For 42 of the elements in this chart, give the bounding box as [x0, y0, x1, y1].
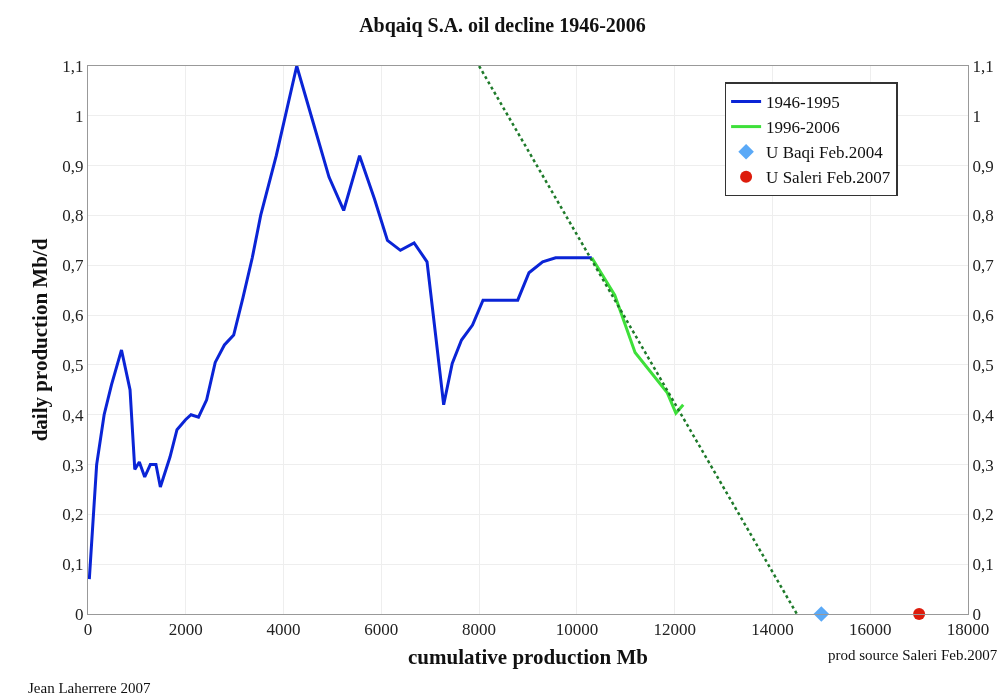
y-tick-label: 0,8: [62, 206, 84, 226]
y2-tick-label: 1: [972, 106, 981, 126]
y2-tick-label: 0,9: [972, 156, 994, 176]
y2-tick-label: 0,3: [972, 455, 994, 475]
x-axis-title: cumulative production Mb: [408, 644, 648, 669]
y-tick-label: 1: [75, 106, 84, 126]
chart-title: Abqaiq S.A. oil decline 1946-2006: [359, 13, 646, 37]
y-tick-label: 0,6: [62, 306, 84, 326]
y2-tick-label: 0,2: [972, 505, 994, 525]
y2-tick-label: 1,1: [972, 56, 994, 76]
y2-tick-label: 0,7: [972, 256, 995, 276]
legend-label: 1996-2006: [766, 118, 840, 138]
x-tick-label: 4000: [266, 620, 301, 640]
line-series: [590, 256, 685, 415]
y-tick-label: 0,2: [62, 505, 84, 525]
line-series: [88, 66, 594, 581]
x-tick-label: 12000: [653, 620, 696, 640]
y2-tick-label: 0,1: [972, 555, 994, 575]
y2-tick-label: 0,6: [972, 306, 994, 326]
y-tick-label: 0,7: [62, 256, 85, 276]
y2-tick-label: 0,5: [972, 355, 994, 375]
y-axis-title: daily production Mb/d: [28, 238, 53, 442]
y-tick-label: 0,1: [62, 555, 84, 575]
x-tick-label: 16000: [848, 620, 892, 640]
x-tick-label: 8000: [462, 620, 497, 640]
text: Jean Laherrere 2007: [28, 680, 151, 696]
legend-label: 1946-1995: [766, 93, 840, 113]
y-tick-label: 0: [75, 604, 84, 624]
x-tick-label: 14000: [751, 620, 794, 640]
y-tick-label: 0,5: [62, 355, 84, 375]
x-tick-label: 6000: [364, 620, 399, 640]
x-tick-label: 2000: [168, 620, 203, 640]
legend-label: U Saleri Feb.2007: [766, 168, 891, 188]
y-tick-label: 0,9: [62, 156, 84, 176]
text: prod source Saleri Feb.2007: [828, 647, 998, 663]
y-tick-label: 0,4: [62, 405, 85, 425]
y-tick-label: 0,3: [62, 455, 84, 475]
y2-tick-label: 0,4: [972, 405, 995, 425]
x-tick-label: 10000: [555, 620, 599, 640]
y-tick-label: 1,1: [62, 56, 84, 76]
legend-label: U Baqi Feb.2004: [766, 143, 884, 163]
y2-tick-label: 0,8: [972, 206, 994, 226]
